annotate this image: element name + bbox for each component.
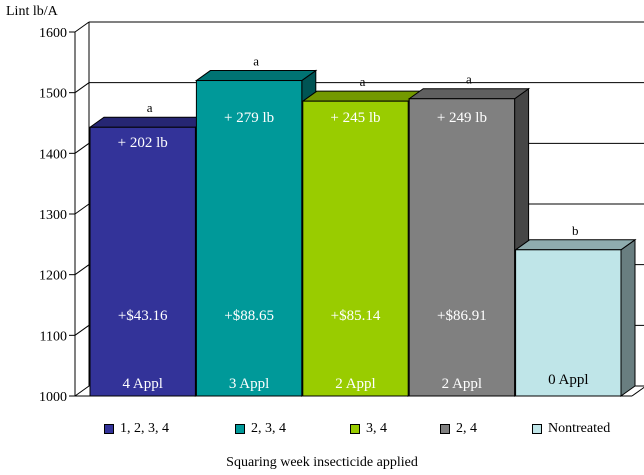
bar-significance-label: b xyxy=(572,223,579,238)
gridline-side xyxy=(74,142,90,154)
bar-dollar-label: +$86.91 xyxy=(437,308,487,324)
legend-label: Nontreated xyxy=(548,421,611,436)
y-tick-label: 1000 xyxy=(39,390,67,405)
y-tick-label: 1600 xyxy=(39,26,67,41)
bar-application-label: 0 Appl xyxy=(548,372,588,388)
legend-label: 2, 3, 4 xyxy=(251,421,286,436)
bar xyxy=(195,80,303,397)
x-axis-label: Squaring week insecticide applied xyxy=(226,455,418,470)
bar-side xyxy=(620,238,636,397)
y-axis-label: Lint lb/A xyxy=(6,4,58,19)
bar xyxy=(515,249,622,397)
bar-gain-label: + 249 lb xyxy=(437,110,487,126)
bar-application-label: 3 Appl xyxy=(229,376,269,392)
legend-swatch xyxy=(104,424,114,434)
bar-significance-label: a xyxy=(466,72,472,87)
bar-application-label: 2 Appl xyxy=(442,376,482,392)
gridline-side xyxy=(74,21,90,33)
bar-chart: 1000 1100 1200 1300 1400 1500 1600 a + 202 lb +$4… xyxy=(39,21,644,405)
y-tick-label: 1500 xyxy=(39,87,67,102)
legend-item-1: 1, 2, 3, 4 xyxy=(104,420,169,438)
legend-item-4: 2, 4 xyxy=(440,420,477,438)
legend-swatch xyxy=(532,424,542,434)
bar-significance-label: a xyxy=(147,100,153,115)
gridline-side xyxy=(74,324,90,336)
legend-item-5: Nontreated xyxy=(532,420,610,438)
legend-label: 2, 4 xyxy=(456,421,477,436)
bar xyxy=(302,100,409,397)
bar-significance-label: a xyxy=(360,74,366,89)
bar xyxy=(408,98,516,397)
bar-top xyxy=(88,116,211,128)
legend-swatch xyxy=(350,424,360,434)
legend-label: 3, 4 xyxy=(366,421,387,436)
bar-gain-label: + 245 lb xyxy=(330,110,380,126)
bar-dollar-label: +$88.65 xyxy=(224,308,274,324)
bar-gain-label: + 279 lb xyxy=(224,110,274,126)
gridline-side xyxy=(74,385,90,397)
bar-significance-label: a xyxy=(253,54,259,69)
bar-gain-label: + 202 lb xyxy=(118,135,168,151)
bar xyxy=(89,126,196,397)
bar-top xyxy=(194,70,318,82)
gridline-side xyxy=(74,82,90,94)
y-tick-label: 1300 xyxy=(39,208,67,223)
legend-swatch xyxy=(235,424,245,434)
bar-top xyxy=(407,88,531,100)
bar-application-label: 4 Appl xyxy=(122,376,162,392)
y-tick-label: 1200 xyxy=(39,269,67,284)
legend-label: 1, 2, 3, 4 xyxy=(120,421,169,436)
legend: 1, 2, 3, 4 2, 3, 4 3, 4 2, 4 Nontreated xyxy=(0,420,644,440)
legend-item-3: 3, 4 xyxy=(350,420,387,438)
bar-dollar-label: +$43.16 xyxy=(118,308,168,324)
y-tick-label: 1100 xyxy=(40,329,67,344)
y-tick-label: 1400 xyxy=(39,147,67,162)
legend-swatch xyxy=(440,424,450,434)
floor-edge xyxy=(631,386,644,397)
bar-dollar-label: +$85.14 xyxy=(331,308,381,324)
gridline-side xyxy=(74,264,90,276)
bar-top xyxy=(514,239,637,251)
gridline-side xyxy=(74,203,90,215)
bar-application-label: 2 Appl xyxy=(335,376,375,392)
bar-top xyxy=(301,90,424,102)
legend-item-2: 2, 3, 4 xyxy=(235,420,286,438)
